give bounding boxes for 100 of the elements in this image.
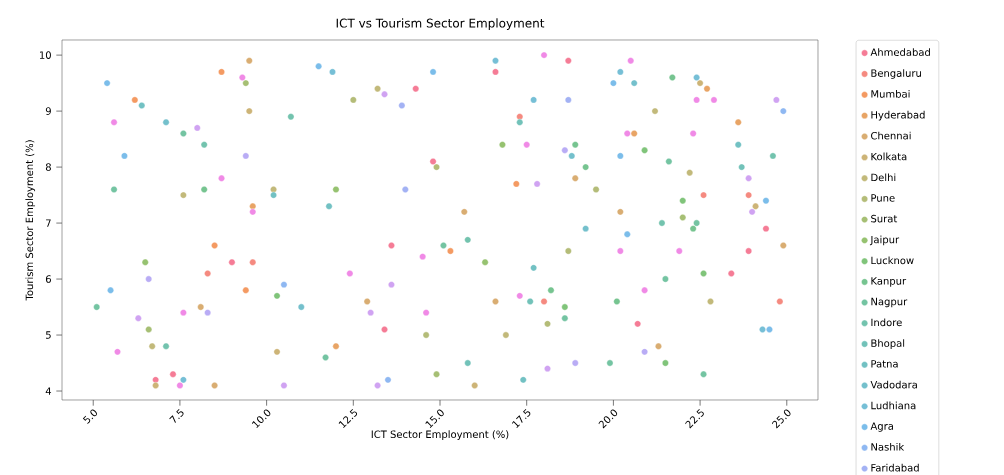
point [564,57,572,65]
point [564,247,572,255]
y-axis-title: Tourism Sector Employment (%) [25,140,36,301]
point [193,124,201,132]
y-tick-label: 4 [45,387,52,395]
point [738,163,746,171]
x-axis-title: ICT Sector Employment (%) [371,430,509,440]
x-tick-label: 7.5 [169,408,184,424]
point [401,186,409,193]
point [152,382,160,389]
point [315,62,323,70]
point [544,320,551,328]
legend-label: Vadodara [870,380,917,389]
point [110,118,118,126]
point [280,382,288,389]
point [762,197,770,205]
point [332,186,340,193]
point [169,370,177,378]
point [745,174,753,182]
point [419,253,427,261]
point [325,202,333,210]
point [204,270,212,277]
point [675,247,683,255]
point [533,180,541,188]
point [526,298,534,305]
point [280,281,288,289]
point [242,152,250,160]
legend-label: Bengaluru [871,69,921,79]
point [679,197,687,205]
point [179,376,187,384]
point [703,85,711,93]
point [568,152,576,160]
point [228,258,236,266]
point [561,303,569,311]
point [145,326,153,333]
point [512,180,520,188]
point [641,348,648,356]
point [641,286,648,294]
point [710,96,718,104]
point [530,96,538,104]
point [384,376,392,384]
point [769,152,777,160]
point [398,102,406,109]
point [329,68,336,76]
point [623,130,631,137]
legend-label: Bhopal [871,339,905,349]
point [93,303,101,311]
point [471,382,479,389]
point [665,158,673,165]
point [179,130,187,137]
point [242,79,250,87]
point [245,57,253,65]
point [689,130,697,137]
point [634,320,642,328]
point [141,258,149,266]
legend-label: Delhi [871,173,896,182]
point [693,219,701,227]
legend-label: Kanpur [871,277,907,287]
point [270,191,277,199]
point [686,169,694,177]
legend-label: Indore [871,318,902,327]
point [752,202,759,210]
point [460,208,468,216]
point [564,96,572,104]
y-tick-label: 10 [40,51,51,59]
point [200,186,208,193]
point [582,163,590,171]
legend-label: Nagpur [871,297,908,308]
point [745,247,753,255]
point [162,118,170,126]
point [412,85,420,93]
point [516,118,524,126]
point [381,90,388,98]
point [734,118,742,126]
point [547,286,555,294]
point [245,107,253,115]
point [322,354,329,361]
point [561,314,569,322]
point [447,247,454,255]
point [388,281,395,289]
point [609,79,617,87]
point [121,152,128,160]
point [700,370,707,378]
point [197,303,205,311]
legend-label: Agra [870,422,893,432]
legend-label: Surat [871,214,898,223]
point [481,258,489,266]
point [131,96,139,104]
point [759,326,766,333]
point [422,331,430,339]
point [238,74,246,81]
point [571,141,579,149]
point [592,186,600,193]
point [249,258,257,266]
point [218,68,225,76]
legend-label: Lucknow [871,256,914,265]
point [766,326,773,333]
y-tick-label: 9 [45,107,51,115]
point [571,174,579,182]
point [440,242,447,249]
